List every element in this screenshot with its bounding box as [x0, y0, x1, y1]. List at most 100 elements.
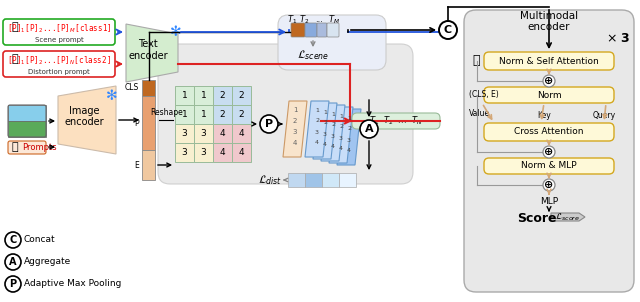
FancyBboxPatch shape — [484, 158, 614, 174]
Text: (CLS, E): (CLS, E) — [469, 91, 499, 99]
Text: Adaptive Max Pooling: Adaptive Max Pooling — [24, 279, 122, 288]
Text: 3: 3 — [331, 133, 335, 139]
Text: $\mathcal{L}_{dist}$: $\mathcal{L}_{dist}$ — [258, 173, 282, 187]
Text: 1: 1 — [339, 114, 343, 118]
Text: 3: 3 — [347, 137, 351, 143]
Text: 4: 4 — [315, 140, 319, 146]
FancyBboxPatch shape — [305, 23, 317, 37]
Bar — [232, 105, 251, 124]
Text: 2: 2 — [315, 118, 319, 124]
FancyBboxPatch shape — [484, 87, 614, 103]
Text: 🔥: 🔥 — [472, 54, 479, 68]
FancyBboxPatch shape — [464, 10, 634, 292]
Polygon shape — [321, 105, 345, 161]
Text: ...: ... — [315, 15, 323, 24]
Text: ⊕: ⊕ — [544, 76, 554, 86]
FancyBboxPatch shape — [3, 19, 115, 45]
Text: Image
encoder: Image encoder — [64, 106, 104, 127]
Text: 1: 1 — [347, 115, 351, 120]
Text: 4: 4 — [239, 129, 244, 138]
Text: ✻: ✻ — [106, 89, 118, 103]
FancyBboxPatch shape — [8, 141, 46, 154]
Text: 2: 2 — [339, 124, 343, 130]
Text: 4: 4 — [220, 148, 225, 157]
FancyBboxPatch shape — [291, 23, 305, 37]
Text: 2: 2 — [220, 110, 225, 119]
Text: P: P — [265, 119, 273, 129]
Circle shape — [543, 75, 555, 87]
Text: E: E — [134, 160, 139, 169]
Bar — [175, 143, 194, 162]
Text: 1: 1 — [182, 110, 188, 119]
Text: 🔥: 🔥 — [11, 54, 18, 64]
FancyBboxPatch shape — [278, 15, 386, 70]
Text: $T_1$  $T_2$  ...  $T_N$: $T_1$ $T_2$ ... $T_N$ — [369, 115, 423, 127]
FancyBboxPatch shape — [317, 23, 327, 37]
FancyBboxPatch shape — [484, 52, 614, 70]
Text: 4: 4 — [220, 129, 225, 138]
Circle shape — [439, 21, 457, 39]
Bar — [288, 173, 305, 187]
Bar — [232, 86, 251, 105]
Text: $\mathcal{L}_{score}$: $\mathcal{L}_{score}$ — [556, 211, 580, 223]
Text: 2: 2 — [239, 91, 244, 100]
Text: [P]$_1$[P]$_2$...[P]$_M$[class1]: [P]$_1$[P]$_2$...[P]$_M$[class1] — [7, 23, 111, 35]
Text: P: P — [134, 118, 139, 127]
Text: $\times$ 3: $\times$ 3 — [605, 31, 630, 44]
Polygon shape — [305, 101, 329, 157]
Bar — [142, 96, 155, 150]
Bar — [194, 124, 213, 143]
Circle shape — [543, 146, 555, 158]
Text: 3: 3 — [200, 148, 206, 157]
Text: 4: 4 — [293, 140, 297, 146]
Text: 1: 1 — [315, 108, 319, 113]
Text: Key: Key — [537, 111, 551, 120]
Text: ✻: ✻ — [170, 25, 182, 39]
Circle shape — [5, 276, 21, 292]
Text: CLS: CLS — [125, 83, 139, 92]
Text: $T_2$: $T_2$ — [299, 14, 309, 26]
Bar — [8, 105, 46, 121]
Bar — [213, 105, 232, 124]
Circle shape — [5, 254, 21, 270]
Text: C: C — [10, 235, 17, 245]
Circle shape — [543, 179, 555, 191]
Bar — [305, 173, 322, 187]
Bar — [322, 173, 339, 187]
Text: 4: 4 — [347, 149, 351, 153]
FancyBboxPatch shape — [3, 51, 115, 77]
Text: Cross Attention: Cross Attention — [515, 127, 584, 137]
Bar — [175, 105, 194, 124]
Bar — [175, 124, 194, 143]
Bar — [213, 86, 232, 105]
Text: 2: 2 — [347, 127, 351, 131]
Text: Query: Query — [593, 111, 616, 120]
Polygon shape — [58, 86, 116, 154]
Bar — [142, 80, 155, 96]
Bar — [194, 143, 213, 162]
Text: 3: 3 — [182, 148, 188, 157]
Text: ⊕: ⊕ — [544, 180, 554, 190]
Text: ⊕: ⊕ — [544, 147, 554, 157]
Text: 1: 1 — [323, 110, 327, 114]
Polygon shape — [283, 101, 307, 157]
Text: 4: 4 — [323, 143, 327, 147]
FancyBboxPatch shape — [352, 113, 440, 129]
Polygon shape — [551, 213, 585, 221]
Text: 1: 1 — [200, 91, 206, 100]
Text: A: A — [365, 124, 373, 134]
Polygon shape — [337, 109, 361, 165]
Bar — [194, 105, 213, 124]
Text: 3: 3 — [292, 129, 297, 135]
Text: 4: 4 — [331, 144, 335, 149]
Text: 3: 3 — [182, 129, 188, 138]
Text: 3: 3 — [200, 129, 206, 138]
Text: 3: 3 — [339, 136, 343, 140]
Text: 4: 4 — [339, 146, 343, 152]
Bar — [8, 121, 46, 137]
Bar — [213, 124, 232, 143]
Text: Prompts: Prompts — [22, 143, 56, 152]
Text: 4: 4 — [239, 148, 244, 157]
Text: 1: 1 — [182, 91, 188, 100]
Text: 2: 2 — [220, 91, 225, 100]
